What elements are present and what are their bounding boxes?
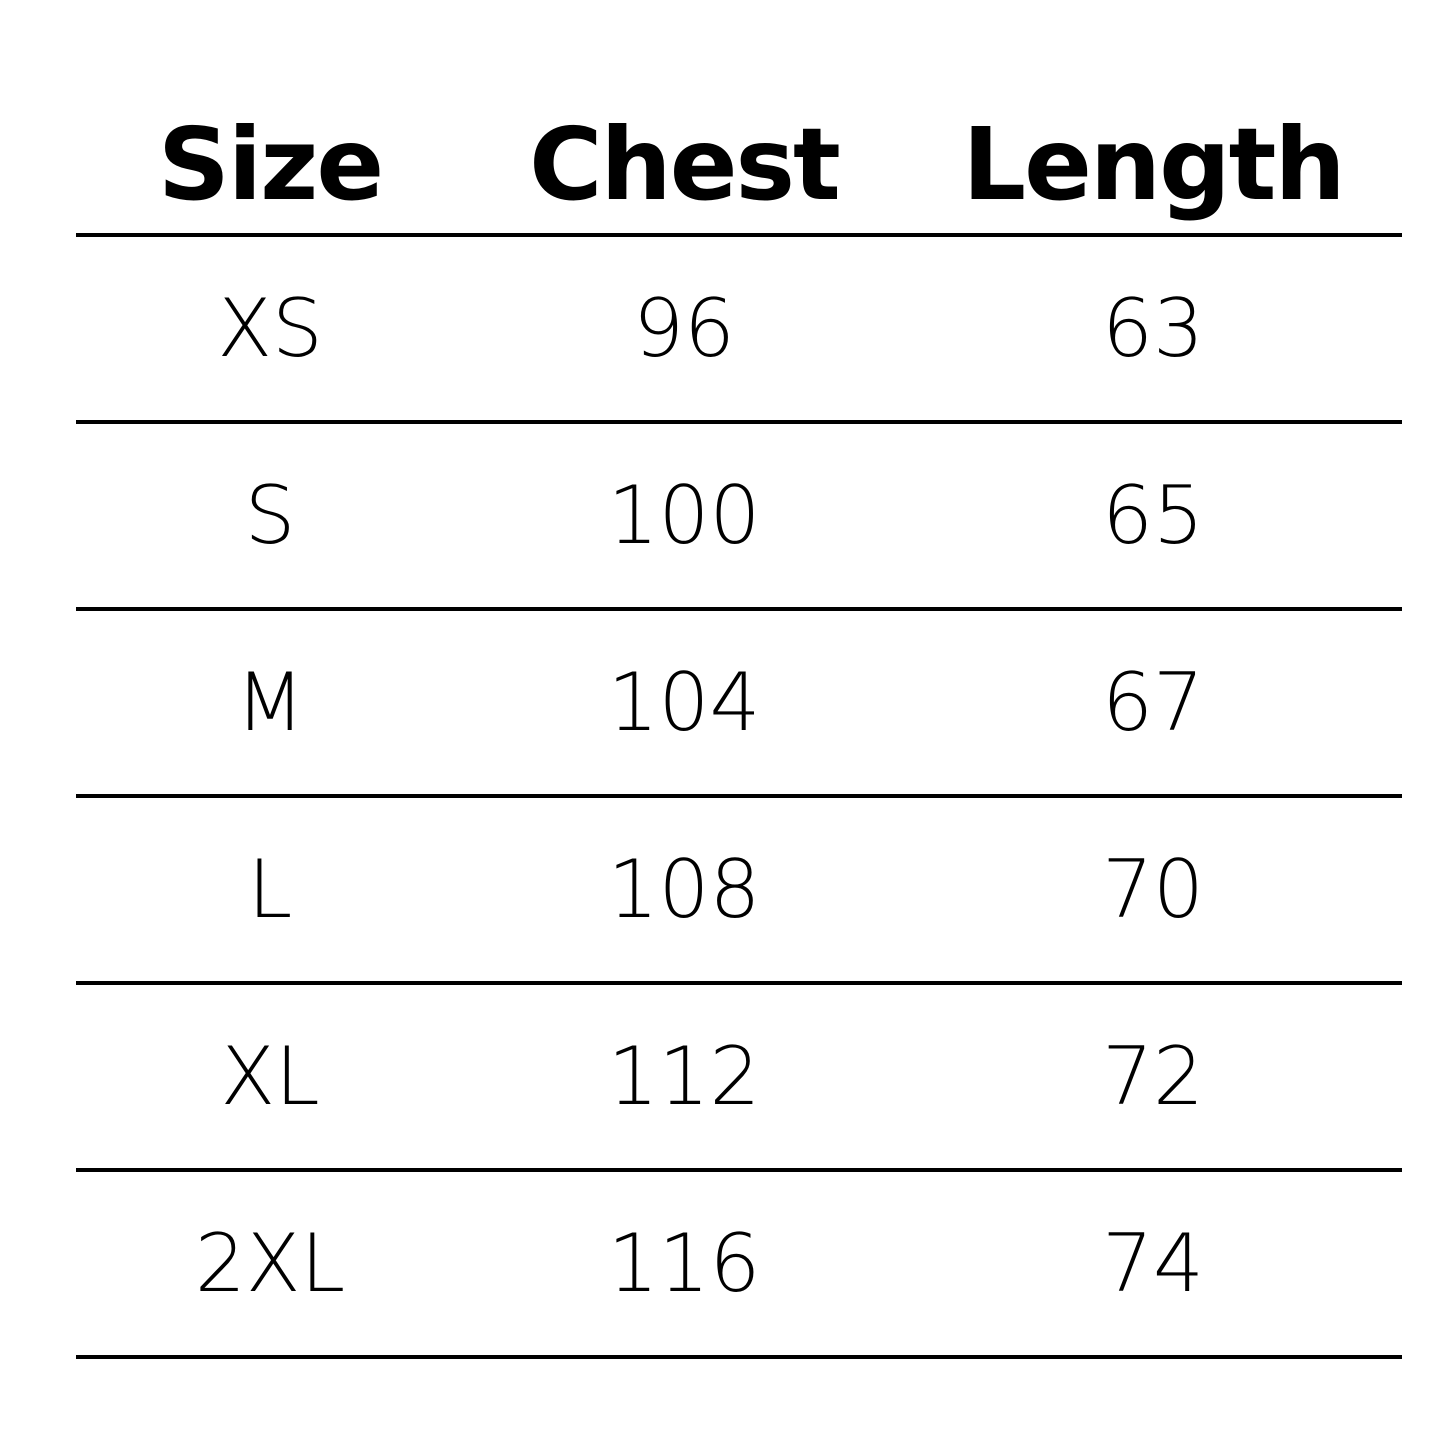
table-cell: 67 bbox=[1102, 656, 1204, 749]
header-cell: Length bbox=[962, 105, 1345, 223]
table-cell: 70 bbox=[1102, 843, 1204, 936]
table-cell: 112 bbox=[607, 1030, 761, 1123]
table-row: 2XL 116 74 bbox=[76, 1172, 1402, 1359]
table-cell: XL bbox=[220, 1030, 320, 1123]
table-cell: 74 bbox=[1102, 1217, 1204, 1310]
table-cell: 116 bbox=[607, 1217, 761, 1310]
table-cell: 108 bbox=[607, 843, 761, 936]
table-cell: 2XL bbox=[194, 1217, 346, 1310]
header-cell: Chest bbox=[529, 105, 841, 223]
table-cell: 63 bbox=[1102, 282, 1204, 375]
table-cell: 96 bbox=[633, 282, 735, 375]
table-row: L 108 70 bbox=[76, 798, 1402, 985]
table-cell: S bbox=[244, 469, 296, 562]
table-cell: 104 bbox=[607, 656, 761, 749]
table-row: M 104 67 bbox=[76, 611, 1402, 798]
table-row: XL 112 72 bbox=[76, 985, 1402, 1172]
table-cell: M bbox=[235, 656, 305, 749]
header-cell: Size bbox=[157, 105, 384, 223]
size-table: Size Chest Length XS 96 63 S 100 65 M 104 67 L 108 70 X… bbox=[76, 95, 1402, 1359]
table-cell: 65 bbox=[1102, 469, 1204, 562]
table-cell: 100 bbox=[607, 469, 761, 562]
table-cell: L bbox=[247, 843, 293, 936]
table-row: XS 96 63 bbox=[76, 237, 1402, 424]
table-cell: 72 bbox=[1102, 1030, 1204, 1123]
table-cell: XS bbox=[217, 282, 323, 375]
table-row: S 100 65 bbox=[76, 424, 1402, 611]
header-row: Size Chest Length bbox=[76, 95, 1402, 237]
